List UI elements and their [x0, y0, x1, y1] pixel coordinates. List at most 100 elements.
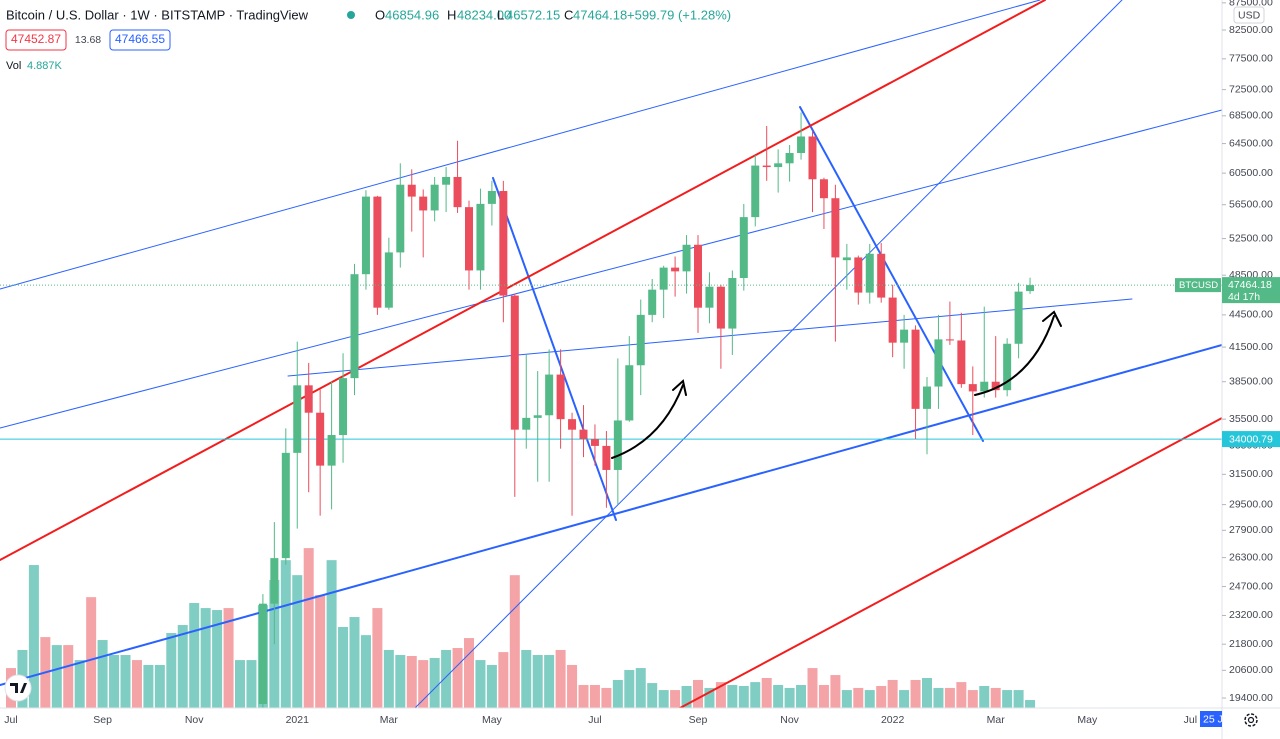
- buy-button[interactable]: [109, 29, 171, 51]
- volume-bar: [544, 655, 555, 708]
- candle-body: [900, 329, 909, 343]
- volume-bar: [200, 608, 211, 708]
- candle-body: [797, 136, 806, 153]
- y-tick-label: 27900.00: [1229, 524, 1273, 536]
- volume-bar: [841, 690, 852, 708]
- trend-line: [287, 298, 1133, 377]
- volume-bar: [876, 685, 887, 708]
- ohlc-key: C: [564, 7, 573, 22]
- candle-body: [625, 365, 634, 421]
- volume-bar: [681, 685, 692, 708]
- candle-body: [682, 244, 691, 272]
- volume-bar: [990, 687, 1001, 708]
- price-tag: [1222, 277, 1280, 304]
- candle-body: [396, 184, 405, 253]
- candle-body: [373, 196, 382, 308]
- volume-bar: [280, 560, 291, 708]
- volume-bar: [979, 685, 990, 708]
- candle-body: [304, 385, 313, 413]
- volume-bar: [521, 649, 532, 708]
- ohlc-value: 46854.96: [385, 7, 439, 22]
- logo[interactable]: [4, 674, 32, 702]
- trend-line: [0, 0, 1041, 290]
- x-tick-label: 2021: [286, 714, 310, 726]
- candle-body: [579, 429, 588, 440]
- price-layer: [0, 112, 1222, 708]
- ohlc-key: O: [375, 7, 385, 22]
- drawings: [0, 0, 1222, 708]
- volume-bar: [956, 682, 967, 708]
- candle-body: [980, 381, 989, 392]
- candle-body: [751, 165, 760, 218]
- volume-bar: [166, 633, 177, 708]
- volume-bar: [315, 595, 326, 708]
- volume-bar: [120, 655, 131, 708]
- volume-bar: [853, 687, 864, 708]
- y-tick-label: 20600.00: [1229, 664, 1273, 676]
- volume-bar: [738, 685, 749, 708]
- bid-price[interactable]: 47452.87: [11, 32, 61, 46]
- volume-bar: [887, 679, 898, 708]
- symbol-tag-label: BTCUSD: [1179, 280, 1218, 291]
- sell-button[interactable]: [5, 29, 67, 51]
- candle-body: [945, 339, 954, 341]
- volume-bar: [475, 660, 486, 708]
- volume-bar: [601, 687, 612, 708]
- symbol-title[interactable]: Bitcoin / U.S. Dollar · 1W · BITSTAMP · …: [6, 7, 309, 22]
- volume-bar: [899, 690, 910, 708]
- candle-body: [671, 267, 680, 272]
- y-tick-label: 26300.00: [1229, 551, 1273, 563]
- price-axis: [1222, 0, 1280, 739]
- volume-bar: [715, 682, 726, 708]
- arrow: [611, 384, 684, 459]
- candle-body: [888, 297, 897, 343]
- y-tick-label: 29500.00: [1229, 498, 1273, 510]
- x-tick-label: Sep: [93, 714, 112, 726]
- currency-select[interactable]: [1233, 6, 1265, 24]
- ohlc-value: 47464.18: [573, 7, 627, 22]
- volume-bar: [28, 565, 39, 708]
- y-tick-label: 60500.00: [1229, 167, 1273, 179]
- ask-price[interactable]: 47466.55: [115, 32, 165, 46]
- volume-bar: [933, 687, 944, 708]
- x-tick-label: Mar: [380, 714, 399, 726]
- candle-body: [762, 165, 771, 168]
- candle-body: [361, 196, 370, 275]
- y-tick-label: 21800.00: [1229, 638, 1273, 650]
- volume-bar: [807, 668, 818, 708]
- ohlc-key: H: [447, 7, 456, 22]
- arrows: [611, 310, 1062, 459]
- volume-bar: [509, 575, 520, 708]
- volume-bar: [818, 685, 829, 708]
- candle-body: [968, 384, 977, 392]
- volume-bar: [51, 645, 62, 708]
- volume-bar: [372, 608, 383, 708]
- volume-bar: [796, 685, 807, 708]
- volume-bar: [223, 608, 234, 708]
- volume-bar: [967, 690, 978, 708]
- candle-body: [602, 445, 611, 470]
- candle-body: [499, 191, 508, 296]
- candle-body: [957, 340, 966, 385]
- volume-bar: [406, 656, 417, 708]
- candle-body: [785, 152, 794, 164]
- volume-bar: [532, 655, 543, 708]
- volume-bar: [452, 648, 463, 708]
- candle-body: [384, 252, 393, 308]
- currency[interactable]: USD: [1238, 9, 1261, 21]
- x-tick-label: May: [1077, 714, 1098, 726]
- candle-body: [281, 452, 290, 559]
- y-tick-label: 44500.00: [1229, 309, 1273, 321]
- candle-body: [842, 257, 851, 261]
- candle-body: [465, 207, 473, 271]
- volume-bar: [1013, 690, 1024, 708]
- volume-bar: [555, 649, 566, 708]
- y-tick-label: 56500.00: [1229, 198, 1273, 210]
- settings-gear[interactable]: [1244, 713, 1258, 727]
- axes: 87500.00 82500.00 77500.00 72500.00 68500.00…: [4, 0, 1280, 726]
- volume-bar: [578, 685, 589, 708]
- y-tick-label: 77500.00: [1229, 53, 1273, 65]
- volume-bar: [303, 548, 314, 708]
- volume-bar: [189, 603, 200, 708]
